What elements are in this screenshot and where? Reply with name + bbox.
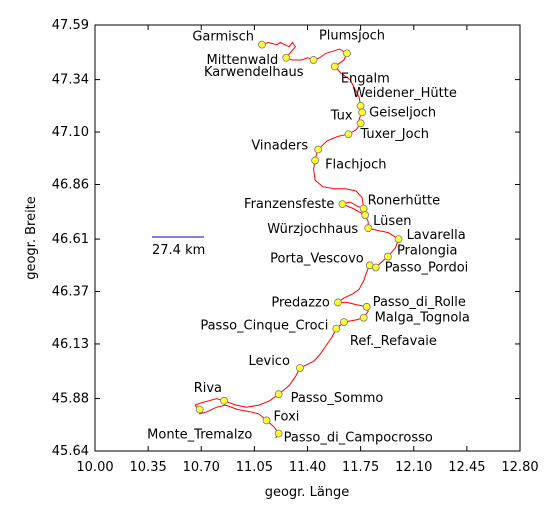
- waypoint-marker: [340, 318, 348, 327]
- waypoint-marker: [274, 390, 283, 399]
- waypoint-marker: [195, 405, 204, 414]
- x-tick-label: 11.75: [342, 460, 379, 475]
- waypoint-marker: [394, 235, 403, 243]
- y-tick-label: 46.61: [52, 232, 89, 247]
- waypoint-marker: [371, 263, 380, 272]
- waypoint-label: Ronerhütte: [368, 194, 440, 209]
- waypoint-marker: [296, 364, 304, 372]
- waypoint-marker: [356, 119, 365, 128]
- y-tick-label: 46.86: [52, 177, 89, 192]
- waypoint-label: Passo_di_Rolle: [373, 295, 466, 310]
- x-tick-label: 11.05: [236, 460, 273, 475]
- waypoint-label: Passo_Cinque_Croci: [200, 319, 328, 334]
- waypoint-marker: [358, 108, 367, 117]
- waypoint-marker: [333, 298, 342, 307]
- y-tick-label: 46.37: [52, 285, 89, 300]
- waypoint-label: Riva: [194, 381, 222, 396]
- y-tick-label: 45.64: [52, 444, 89, 459]
- waypoint-label: Lavarella: [407, 228, 466, 243]
- waypoint-marker: [220, 396, 228, 405]
- waypoint-marker: [314, 145, 323, 154]
- waypoint-label: Weidener_Hütte: [353, 86, 457, 101]
- waypoint-marker: [359, 204, 368, 213]
- waypoint-label: Franzensfeste: [244, 197, 334, 212]
- waypoint-marker: [344, 130, 353, 139]
- waypoint-label: Porta_Vescovo: [270, 251, 364, 266]
- waypoint-label: Garmisch: [192, 30, 254, 45]
- waypoint-label: Mittenwald: [207, 53, 279, 68]
- waypoint-marker: [262, 416, 271, 425]
- waypoint-label: Passo_di_Campocrosso: [284, 431, 433, 446]
- waypoint-marker: [258, 40, 266, 49]
- y-tick-label: 45.88: [52, 392, 89, 407]
- waypoint-label: Ref._Refavaie: [350, 334, 437, 349]
- x-tick-label: 12.45: [448, 460, 485, 475]
- waypoint-marker: [343, 49, 351, 58]
- x-tick-label: 12.80: [501, 460, 538, 475]
- y-axis-label: geogr. Breite: [24, 196, 39, 280]
- y-tick-label: 47.34: [52, 73, 89, 88]
- x-tick-label: 12.10: [395, 460, 432, 475]
- waypoint-label: Predazzo: [271, 295, 330, 310]
- waypoint-marker: [356, 101, 365, 110]
- waypoint-label: Tux: [330, 108, 353, 123]
- scale-bar-label: 27.4 km: [152, 243, 205, 258]
- waypoint-label: Tuxer_Joch: [359, 127, 429, 142]
- waypoint-marker: [384, 252, 392, 261]
- x-axis-label: geogr. Länge: [265, 485, 350, 500]
- waypoint-label: Plumsjoch: [319, 28, 385, 43]
- waypoint-marker: [282, 53, 291, 62]
- x-tick-label: 10.00: [76, 460, 113, 475]
- route-track: [194, 41, 400, 439]
- x-tick-label: 11.40: [289, 460, 326, 475]
- waypoint-marker: [362, 302, 371, 311]
- y-tick-label: 47.59: [52, 18, 89, 33]
- waypoint-marker: [309, 56, 318, 64]
- waypoint-label: Geiseljoch: [369, 105, 436, 120]
- waypoint-marker: [311, 156, 319, 165]
- waypoint-label: Monte_Tremalzo: [147, 427, 252, 442]
- waypoint-marker: [338, 200, 347, 209]
- waypoint-label: Vinaders: [251, 139, 308, 154]
- waypoint-label: Lüsen: [373, 214, 411, 229]
- waypoint-marker: [361, 211, 370, 219]
- waypoint-label: Passo_Sommo: [291, 391, 384, 406]
- waypoint-label: Levico: [248, 354, 289, 369]
- y-axis-ticks: 45.64 45.88 46.13 46.37 46.61 46.86 47.10 47.34…: [52, 18, 520, 459]
- waypoint-label: Engalm: [341, 72, 390, 87]
- x-tick-label: 10.70: [183, 460, 220, 475]
- waypoint-marker: [332, 324, 341, 333]
- waypoint-label: Würzjochhaus: [267, 222, 358, 237]
- waypoint-label: Karwendelhaus: [204, 65, 304, 80]
- waypoint-marker: [364, 224, 373, 233]
- x-tick-label: 10.35: [130, 460, 167, 475]
- waypoint-label: Passo_Pordoi: [385, 260, 468, 275]
- waypoint-label: Pralongia: [397, 244, 458, 259]
- waypoint-marker: [330, 62, 339, 71]
- y-tick-label: 46.13: [52, 337, 89, 352]
- x-axis-ticks: 10.00 10.35 10.70 11.05 11.40 11.75 12.10 12.45…: [76, 25, 539, 475]
- waypoint-label: Foxi: [274, 409, 300, 424]
- waypoint-label: Flachjoch: [325, 157, 386, 172]
- y-tick-label: 47.10: [52, 125, 89, 140]
- waypoint-label: Malga_Tognola: [375, 311, 470, 326]
- waypoints: Garmisch Plumsjoch MittenwaldKarwendelhaus…: [147, 28, 470, 445]
- waypoint-marker: [359, 313, 368, 322]
- waypoint-marker: [274, 429, 283, 438]
